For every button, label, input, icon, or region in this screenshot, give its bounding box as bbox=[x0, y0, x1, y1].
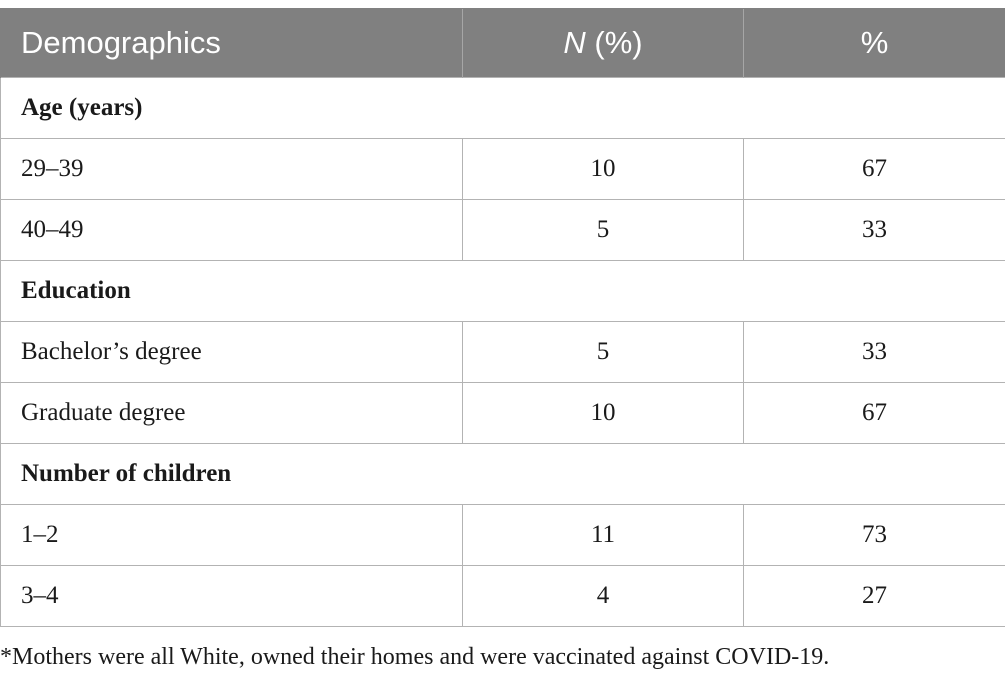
row-n: 4 bbox=[462, 565, 744, 627]
demographics-table: Demographics N (%) % Age (years) 29–39 1… bbox=[0, 8, 1005, 627]
row-percent: 27 bbox=[743, 565, 1005, 627]
table-row: Graduate degree 10 67 bbox=[0, 382, 1005, 444]
row-label: 40–49 bbox=[0, 199, 463, 261]
group-label: Age (years) bbox=[0, 77, 1005, 139]
row-percent: 67 bbox=[743, 382, 1005, 444]
row-label: Bachelor’s degree bbox=[0, 321, 463, 383]
table-row: Bachelor’s degree 5 33 bbox=[0, 321, 1005, 383]
header-n: N bbox=[563, 25, 586, 60]
row-n: 10 bbox=[462, 382, 744, 444]
table-body: Age (years) 29–39 10 67 40–49 5 33 Educa… bbox=[0, 77, 1005, 627]
table-row: 40–49 5 33 bbox=[0, 199, 1005, 261]
row-n: 5 bbox=[462, 321, 744, 383]
row-label: 29–39 bbox=[0, 138, 463, 200]
group-label: Number of children bbox=[0, 443, 1005, 505]
row-percent: 67 bbox=[743, 138, 1005, 200]
header-demographics: Demographics bbox=[0, 8, 463, 78]
table-row: 29–39 10 67 bbox=[0, 138, 1005, 200]
table-footnote: *Mothers were all White, owned their hom… bbox=[0, 644, 830, 670]
header-n-suffix: (%) bbox=[585, 25, 643, 60]
row-percent: 33 bbox=[743, 321, 1005, 383]
row-label: 3–4 bbox=[0, 565, 463, 627]
row-n: 5 bbox=[462, 199, 744, 261]
header-n-percent: N (%) bbox=[462, 8, 744, 78]
row-n: 10 bbox=[462, 138, 744, 200]
group-row-age: Age (years) bbox=[0, 77, 1005, 139]
row-label: 1–2 bbox=[0, 504, 463, 566]
table-row: 1–2 11 73 bbox=[0, 504, 1005, 566]
group-label: Education bbox=[0, 260, 1005, 322]
table-header: Demographics N (%) % bbox=[0, 8, 1005, 78]
row-label: Graduate degree bbox=[0, 382, 463, 444]
header-percent: % bbox=[743, 8, 1005, 78]
row-percent: 73 bbox=[743, 504, 1005, 566]
table-row: 3–4 4 27 bbox=[0, 565, 1005, 627]
group-row-education: Education bbox=[0, 260, 1005, 322]
group-row-children: Number of children bbox=[0, 443, 1005, 505]
row-n: 11 bbox=[462, 504, 744, 566]
row-percent: 33 bbox=[743, 199, 1005, 261]
demographics-table-container: Demographics N (%) % Age (years) 29–39 1… bbox=[0, 8, 1005, 627]
